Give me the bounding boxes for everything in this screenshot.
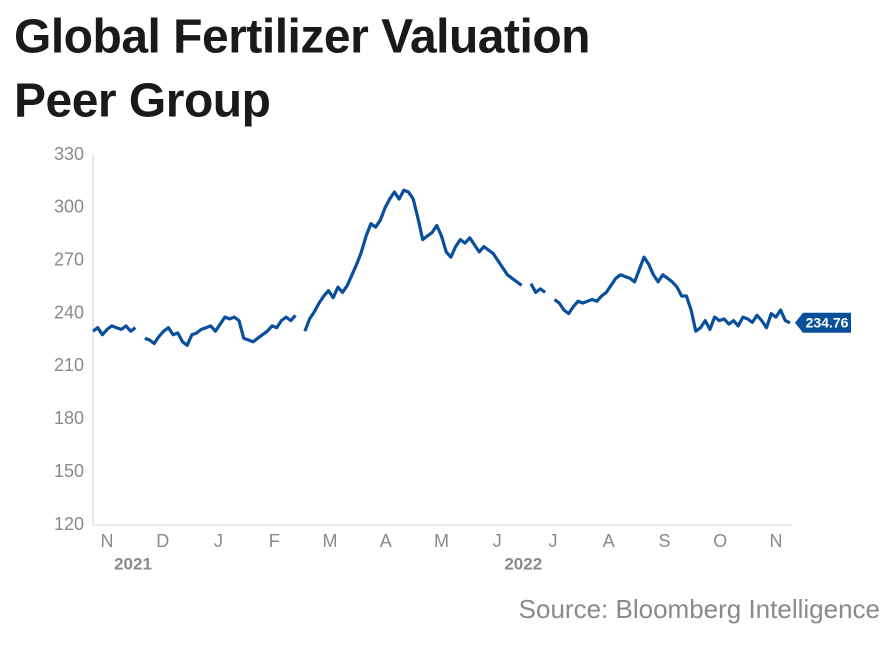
y-tick-label: 120 (54, 514, 84, 534)
x-tick-label: O (713, 531, 727, 551)
x-tick-label: D (156, 531, 169, 551)
year-label: 2022 (504, 554, 542, 573)
x-tick-label: M (434, 531, 449, 551)
line (553, 255, 791, 333)
x-tick-label: A (603, 531, 615, 551)
y-tick-label: 210 (54, 355, 84, 375)
x-tick-label: S (658, 531, 670, 551)
chart-title: Global Fertilizer Valuation (14, 11, 590, 64)
line (144, 314, 297, 347)
last-value-box (795, 312, 851, 333)
chart-title: Peer Group (14, 75, 270, 128)
y-tick-label: 270 (54, 249, 84, 269)
x-tick-label: J (493, 531, 502, 551)
x-tick-label: J (214, 531, 223, 551)
y-tick-label: 150 (54, 461, 84, 481)
x-tick-label: A (380, 531, 392, 551)
last-value-label: 234.76 (806, 315, 849, 331)
line (92, 324, 137, 337)
y-tick-label: 300 (54, 197, 84, 217)
y-tick-label: 180 (54, 408, 84, 428)
source: Source: Bloomberg Intelligence (519, 594, 880, 624)
line (303, 188, 523, 332)
x-tick-label: N (101, 531, 114, 551)
year-label: 2021 (114, 554, 152, 573)
x-tick-label: M (323, 531, 338, 551)
y-tick-label: 330 (54, 144, 84, 164)
line (529, 282, 547, 294)
x-tick-label: N (770, 531, 783, 551)
x-tick-label: J (549, 531, 558, 551)
y-tick-label: 240 (54, 302, 84, 322)
x-tick-label: F (269, 531, 280, 551)
